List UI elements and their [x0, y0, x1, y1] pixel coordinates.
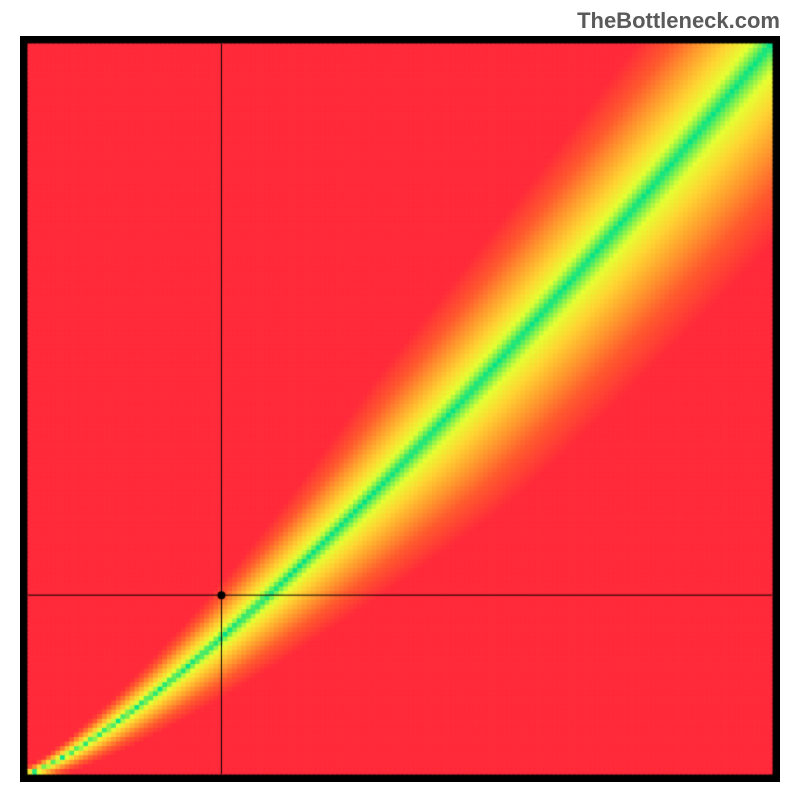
watermark-text: TheBottleneck.com [577, 8, 780, 34]
bottleneck-heatmap [20, 36, 780, 782]
